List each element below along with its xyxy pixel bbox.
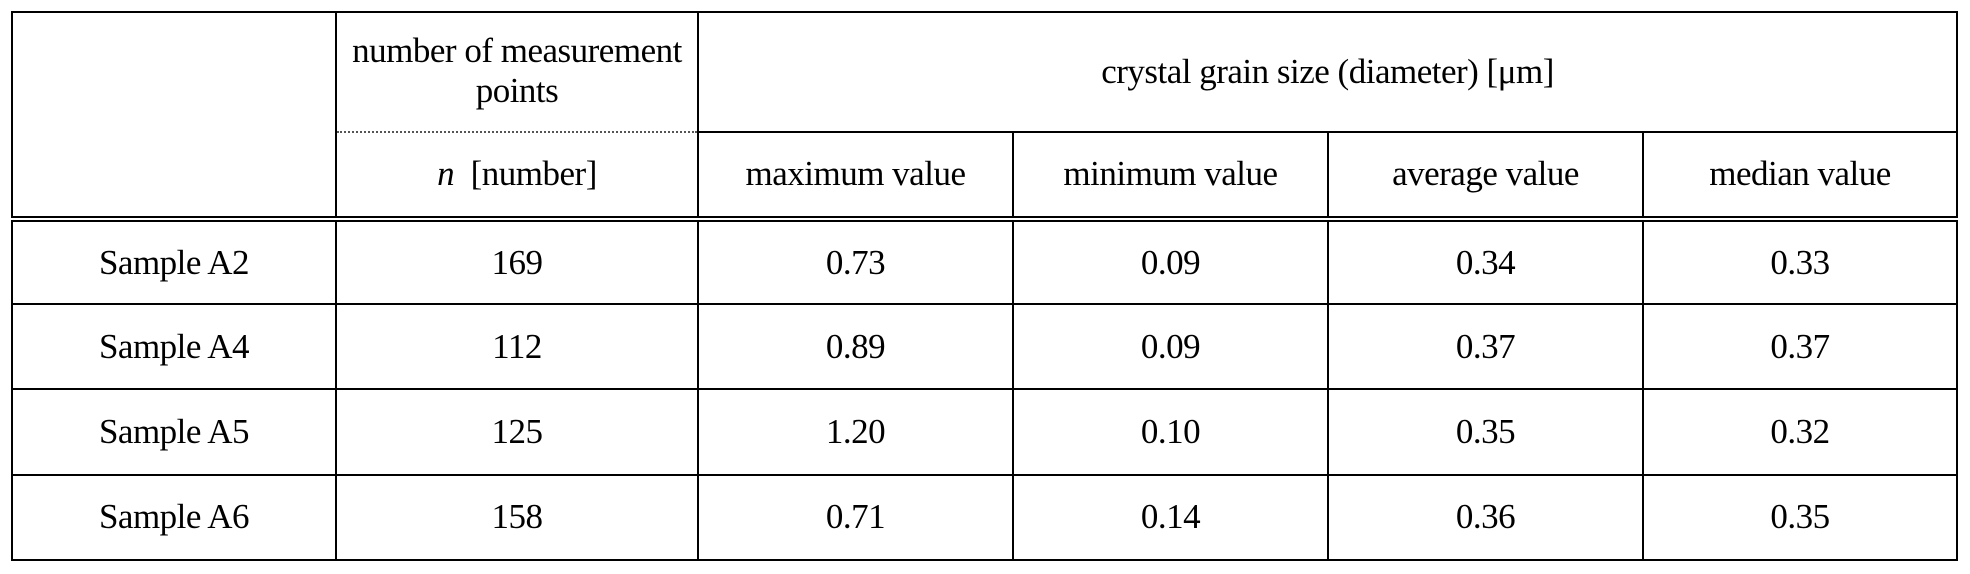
median-cell: 0.35 (1643, 475, 1957, 560)
count-unit-header: n [number] (336, 132, 698, 219)
count-unit-var: n (437, 154, 454, 193)
grain-size-table: number of measurement points crystal gra… (11, 11, 1958, 561)
min-cell: 0.14 (1013, 475, 1328, 560)
avg-cell: 0.35 (1328, 389, 1643, 474)
table-row: Sample A4 112 0.89 0.09 0.37 0.37 (12, 304, 1957, 389)
median-cell: 0.37 (1643, 304, 1957, 389)
min-cell: 0.09 (1013, 304, 1328, 389)
median-cell: 0.32 (1643, 389, 1957, 474)
sample-name: Sample A6 (12, 475, 336, 560)
avg-cell: 0.36 (1328, 475, 1643, 560)
count-group-label: number of measurement points (337, 31, 697, 112)
avg-cell: 0.37 (1328, 304, 1643, 389)
max-cell: 0.73 (698, 219, 1013, 304)
col-header-min: minimum value (1013, 132, 1328, 219)
count-cell: 125 (336, 389, 698, 474)
min-cell: 0.09 (1013, 219, 1328, 304)
table-row: Sample A5 125 1.20 0.10 0.35 0.32 (12, 389, 1957, 474)
count-cell: 112 (336, 304, 698, 389)
col-header-median: median value (1643, 132, 1957, 219)
max-cell: 0.71 (698, 475, 1013, 560)
corner-cell (12, 12, 336, 219)
median-cell: 0.33 (1643, 219, 1957, 304)
max-cell: 1.20 (698, 389, 1013, 474)
sample-name: Sample A4 (12, 304, 336, 389)
max-cell: 0.89 (698, 304, 1013, 389)
count-unit-label: [number] (471, 154, 597, 193)
col-header-avg: average value (1328, 132, 1643, 219)
col-header-max: maximum value (698, 132, 1013, 219)
header-row-1: number of measurement points crystal gra… (12, 12, 1957, 132)
table-row: Sample A6 158 0.71 0.14 0.36 0.35 (12, 475, 1957, 560)
count-cell: 169 (336, 219, 698, 304)
avg-cell: 0.34 (1328, 219, 1643, 304)
grain-group-header: crystal grain size (diameter) [μm] (698, 12, 1957, 132)
count-cell: 158 (336, 475, 698, 560)
table-row: Sample A2 169 0.73 0.09 0.34 0.33 (12, 219, 1957, 304)
sample-name: Sample A2 (12, 219, 336, 304)
min-cell: 0.10 (1013, 389, 1328, 474)
sample-name: Sample A5 (12, 389, 336, 474)
count-group-header: number of measurement points (336, 12, 698, 132)
